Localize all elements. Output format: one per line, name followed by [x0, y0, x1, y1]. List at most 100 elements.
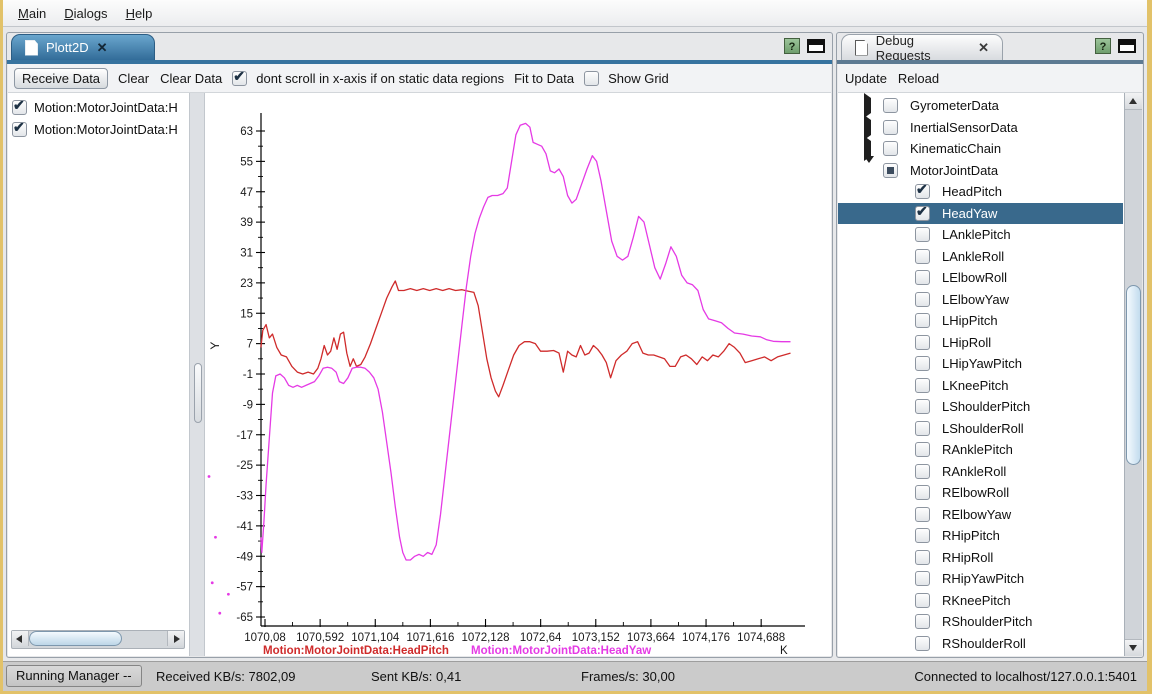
tree-item-rhippitch[interactable]: RHipPitch [838, 525, 1123, 547]
tree-item-lelbowroll[interactable]: LElbowRoll [838, 267, 1123, 289]
help-icon[interactable]: ? [784, 38, 800, 54]
tree-item-rankleroll[interactable]: RAnkleRoll [838, 461, 1123, 483]
scroll-left-arrow[interactable] [12, 631, 29, 646]
maximize-icon[interactable] [1118, 39, 1136, 53]
tree-item-rkneepitch[interactable]: RKneePitch [838, 590, 1123, 612]
tree-checkbox[interactable] [915, 463, 930, 479]
close-icon[interactable]: ✕ [96, 40, 108, 55]
scroll-down-arrow[interactable] [1125, 639, 1142, 656]
tree-item-lshoulderpitch[interactable]: LShoulderPitch [838, 396, 1123, 418]
series-list-item[interactable]: Motion:MotorJointData:H [8, 96, 189, 118]
tree-item-relbowroll[interactable]: RElbowRoll [838, 482, 1123, 504]
tree-item-kinematicchain[interactable]: KinematicChain [838, 136, 1123, 162]
svg-text:47: 47 [240, 187, 253, 199]
tree-checkbox[interactable] [915, 442, 930, 458]
receive-data-button[interactable]: Receive Data [14, 67, 109, 89]
tree-item-rshoulderroll[interactable]: RShoulderRoll [838, 633, 1123, 655]
tree-checkbox[interactable] [915, 203, 930, 221]
tree-checkbox[interactable] [915, 334, 930, 350]
tree-checkbox[interactable] [915, 506, 930, 522]
tree-item-inertialsensordata[interactable]: InertialSensorData [838, 114, 1123, 140]
tree-checkbox[interactable] [915, 635, 930, 651]
svg-text:1074,688: 1074,688 [737, 632, 785, 644]
tree-checkbox[interactable] [915, 485, 930, 501]
update-button[interactable]: Update [845, 70, 887, 86]
tree-vertical-scrollbar[interactable] [1124, 93, 1142, 656]
svg-text:-65: -65 [236, 612, 253, 624]
y-axis-label: Y [208, 342, 222, 350]
series-checkbox[interactable] [12, 97, 27, 115]
tree-checkbox[interactable] [915, 399, 930, 415]
tree-checkbox[interactable] [883, 162, 898, 178]
scrollbar-thumb[interactable] [29, 631, 122, 646]
running-manager-button[interactable]: Running Manager -- [6, 665, 142, 687]
menu-help[interactable]: Help [125, 5, 153, 21]
tree-checkbox[interactable] [915, 248, 930, 264]
tab-title: Debug Requests [875, 32, 931, 63]
tree-checkbox[interactable] [883, 98, 898, 114]
scrollbar-thumb[interactable] [194, 363, 202, 423]
frames-per-second: Frames/s: 30,00 [581, 669, 675, 684]
tree-item-rhiproll[interactable]: RHipRoll [838, 547, 1123, 569]
tree-checkbox[interactable] [883, 141, 898, 157]
tree-checkbox[interactable] [915, 377, 930, 393]
close-icon[interactable]: ✕ [978, 40, 989, 55]
scroll-up-arrow[interactable] [1125, 93, 1142, 110]
tree-item-rhipyawpitch[interactable]: RHipYawPitch [838, 568, 1123, 590]
clear-data-button[interactable]: Clear Data [160, 70, 223, 86]
tree-checkbox[interactable] [915, 420, 930, 436]
series-list-item[interactable]: Motion:MotorJointData:H [8, 118, 189, 140]
menu-main[interactable]: Main [18, 5, 47, 21]
collapse-arrow-icon[interactable] [864, 155, 874, 178]
clear-button[interactable]: Clear [118, 70, 150, 86]
tree-checkbox[interactable] [915, 592, 930, 608]
tree-checkbox[interactable] [915, 571, 930, 587]
tree-item-headyaw[interactable]: HeadYaw [838, 202, 1123, 224]
fit-to-data-button[interactable]: Fit to Data [514, 70, 575, 86]
tree-label: LElbowRoll [942, 270, 1008, 286]
tree-item-lshoulderroll[interactable]: LShoulderRoll [838, 418, 1123, 440]
series-checkbox[interactable] [12, 119, 27, 137]
show-grid-checkbox[interactable] [584, 70, 600, 86]
horizontal-scrollbar[interactable] [11, 630, 185, 649]
tree-item-ranklepitch[interactable]: RAnklePitch [838, 439, 1123, 461]
tree-checkbox[interactable] [915, 291, 930, 307]
maximize-icon[interactable] [807, 39, 825, 53]
tree-item-motorjointdata[interactable]: MotorJointData [838, 155, 1123, 182]
plot-area[interactable]: 63 55 47 39 31 23 15 7 -1 -9 -17 -25 -33 -41 -49 -57 -65… [205, 93, 831, 656]
tree-checkbox[interactable] [915, 528, 930, 544]
svg-text:31: 31 [240, 248, 253, 260]
reload-button[interactable]: Reload [897, 70, 940, 86]
tree-item-lankleroll[interactable]: LAnkleRoll [838, 246, 1123, 268]
tree-checkbox[interactable] [915, 356, 930, 372]
tree-checkbox[interactable] [915, 614, 930, 630]
help-icon[interactable]: ? [1095, 38, 1111, 54]
tree-item-headpitch[interactable]: HeadPitch [838, 181, 1123, 203]
tree-checkbox[interactable] [915, 549, 930, 565]
tree-item-gyrometerdata[interactable]: GyrometerData [838, 93, 1123, 119]
tree-item-lhiproll[interactable]: LHipRoll [838, 332, 1123, 354]
plot-tab-bar: Plott2D ✕ ? [7, 33, 832, 60]
tree-checkbox[interactable] [915, 313, 930, 329]
tree-checkbox[interactable] [915, 181, 930, 200]
tree-item-lkneepitch[interactable]: LKneePitch [838, 375, 1123, 397]
tab-debug-requests[interactable]: Debug Requests ✕ [841, 32, 1003, 63]
sent-kbs: Sent KB/s: 0,41 [371, 669, 462, 684]
scrollbar-thumb[interactable] [1126, 285, 1141, 465]
tree-item-lelbowyaw[interactable]: LElbowYaw [838, 289, 1123, 311]
menu-dialogs[interactable]: Dialogs [64, 5, 108, 21]
plot-canvas[interactable]: 63 55 47 39 31 23 15 7 -1 -9 -17 -25 -33 -41 -49 -57 -65… [205, 93, 831, 656]
tab-plott2d[interactable]: Plott2D ✕ [11, 34, 155, 60]
tree-item-relbowyaw[interactable]: RElbowYaw [838, 504, 1123, 526]
tree-item-lhippitch[interactable]: LHipPitch [838, 310, 1123, 332]
tree-checkbox[interactable] [915, 270, 930, 286]
tree-item-lhipyawpitch[interactable]: LHipYawPitch [838, 353, 1123, 375]
dont-scroll-checkbox[interactable] [232, 68, 248, 86]
tree-checkbox[interactable] [883, 119, 898, 135]
tree-item-lanklepitch[interactable]: LAnklePitch [838, 224, 1123, 246]
tree-checkbox[interactable] [915, 227, 930, 243]
tree-item-rshoulderpitch[interactable]: RShoulderPitch [838, 611, 1123, 633]
tree-label: GyrometerData [910, 98, 999, 114]
list-vertical-scrollbar[interactable] [189, 93, 205, 656]
scroll-right-arrow[interactable] [167, 631, 184, 646]
